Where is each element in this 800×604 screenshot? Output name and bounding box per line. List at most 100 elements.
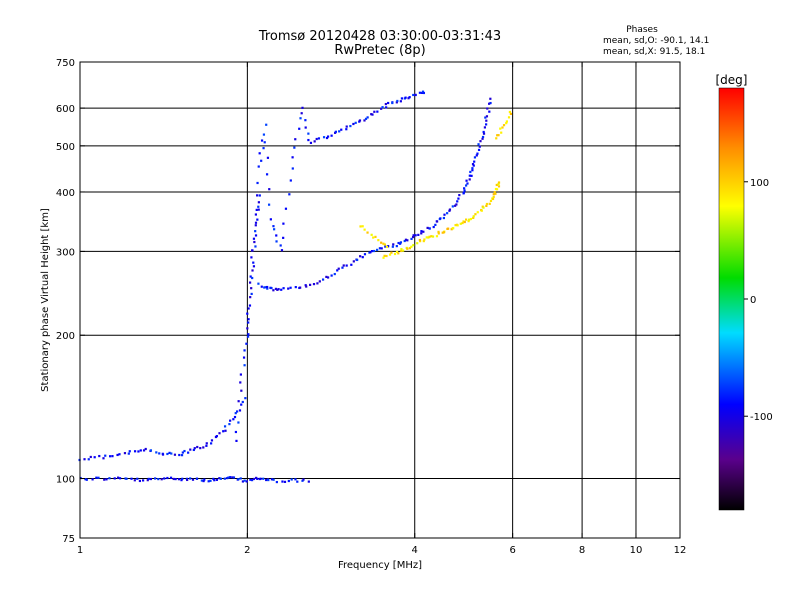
data-point [257, 201, 260, 204]
data-point [116, 453, 119, 457]
data-point [294, 478, 297, 481]
data-point [333, 272, 336, 276]
plot-area [80, 62, 680, 538]
data-point [252, 237, 256, 240]
data-point [316, 282, 319, 285]
data-point [382, 256, 385, 259]
chart-subtitle: RwPretec (8p) [334, 43, 425, 58]
data-point [226, 476, 229, 480]
data-point [257, 282, 260, 285]
data-point [254, 245, 257, 248]
data-point [383, 243, 386, 246]
data-point [456, 224, 459, 227]
data-point [270, 478, 274, 481]
data-point [497, 185, 501, 188]
x-tick-label: 6 [509, 545, 515, 556]
data-point [361, 225, 364, 228]
data-point [396, 99, 399, 103]
data-point [477, 148, 481, 152]
data-point [477, 143, 480, 146]
data-point [288, 193, 291, 196]
data-point [465, 218, 468, 221]
data-point [254, 230, 257, 233]
data-point [385, 254, 388, 258]
data-point [383, 254, 386, 257]
data-point [399, 241, 403, 244]
data-point [108, 477, 111, 480]
data-point [218, 432, 221, 435]
data-point [377, 239, 380, 242]
data-point [231, 476, 234, 479]
y-tick-label: 400 [56, 188, 75, 199]
data-point [441, 231, 444, 234]
data-point [294, 138, 297, 141]
data-point [410, 237, 413, 240]
data-point [488, 102, 491, 105]
data-point [250, 292, 253, 296]
data-point [488, 202, 491, 205]
data-point [254, 213, 257, 216]
data-point [486, 107, 489, 110]
data-point [313, 140, 316, 143]
data-point [395, 245, 398, 248]
chart-title: Tromsø 20120428 03:30:00-03:31:43 [258, 29, 501, 44]
data-point [408, 96, 411, 99]
data-point [118, 477, 122, 480]
data-point [251, 276, 254, 280]
data-point [378, 247, 381, 250]
data-point [89, 455, 92, 459]
data-point [203, 478, 206, 481]
data-point [183, 449, 186, 453]
data-point [246, 327, 249, 330]
data-point [189, 477, 192, 480]
data-point [247, 321, 250, 324]
data-point [463, 189, 466, 192]
data-point [180, 454, 184, 457]
data-point [494, 192, 497, 195]
data-point [358, 119, 362, 122]
data-point [170, 452, 173, 455]
data-point [468, 218, 471, 221]
data-point [473, 156, 477, 159]
data-point [168, 451, 171, 454]
data-point [233, 415, 237, 419]
data-point [128, 450, 131, 453]
data-point [489, 101, 492, 105]
data-point [181, 477, 184, 480]
data-point [418, 91, 422, 94]
data-point [237, 400, 240, 403]
data-point [237, 421, 240, 424]
data-point [489, 97, 492, 100]
data-point [443, 213, 446, 216]
data-point [484, 116, 487, 119]
data-point [321, 278, 325, 281]
data-point [388, 253, 392, 256]
data-point [240, 403, 243, 406]
data-point [340, 128, 343, 131]
data-point [395, 101, 398, 104]
data-point [160, 478, 163, 481]
data-point [420, 232, 423, 235]
data-point [392, 243, 395, 246]
data-point [272, 225, 275, 228]
colorbar [718, 87, 745, 511]
data-point [358, 120, 361, 123]
data-point [408, 247, 411, 250]
data-point [354, 121, 357, 124]
data-point [254, 234, 258, 237]
data-point [451, 205, 454, 208]
data-point [249, 275, 252, 278]
data-point [382, 242, 385, 245]
data-point [400, 248, 403, 251]
data-point [461, 221, 464, 225]
data-point [158, 452, 161, 455]
data-point [277, 288, 280, 291]
data-point [263, 141, 266, 144]
data-point [250, 287, 253, 290]
data-point [345, 125, 348, 128]
data-point [431, 235, 435, 238]
data-point [281, 480, 284, 483]
data-point [502, 124, 506, 127]
y-tick-label: 750 [56, 58, 75, 69]
